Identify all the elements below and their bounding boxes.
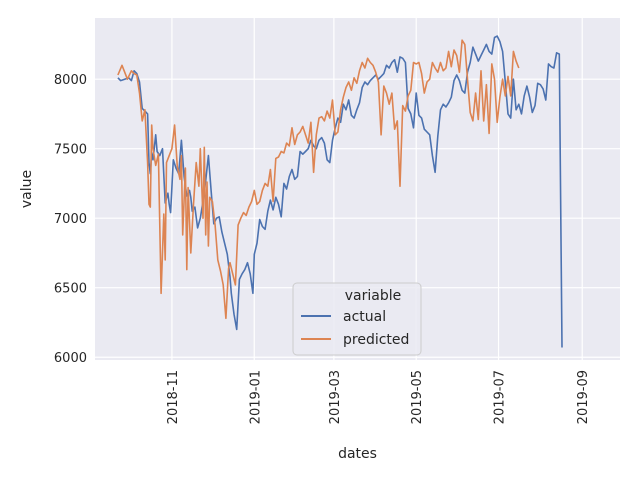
x-axis-label: dates xyxy=(338,446,377,462)
series-line-predicted xyxy=(117,39,520,320)
x-axis: 2018-11 2019-01 2019-03 2019-05 2019-07 2019-… xyxy=(166,370,591,424)
legend-label-predicted: predicted xyxy=(343,332,409,348)
legend-label-actual: actual xyxy=(343,309,386,325)
legend-title: variable xyxy=(345,288,401,304)
series-layer xyxy=(117,35,563,348)
x-tick-label: 2019-03 xyxy=(328,370,343,424)
x-tick-label: 2019-05 xyxy=(410,370,425,424)
y-tick-label: 7500 xyxy=(54,143,87,158)
y-tick-label: 8000 xyxy=(54,73,87,88)
y-tick-label: 7000 xyxy=(54,212,87,227)
x-tick-label: 2018-11 xyxy=(166,370,181,424)
x-tick-label: 2019-07 xyxy=(493,370,508,424)
y-tick-label: 6500 xyxy=(54,282,87,297)
x-tick-label: 2019-09 xyxy=(576,370,591,424)
y-axis-label: value xyxy=(19,170,35,208)
legend: variable actual predicted xyxy=(292,282,422,356)
legend-box xyxy=(292,282,422,356)
y-tick-label: 6000 xyxy=(54,351,87,366)
y-axis: 6000 6500 7000 7500 8000 xyxy=(54,73,87,366)
x-tick-label: 2019-01 xyxy=(248,370,263,424)
